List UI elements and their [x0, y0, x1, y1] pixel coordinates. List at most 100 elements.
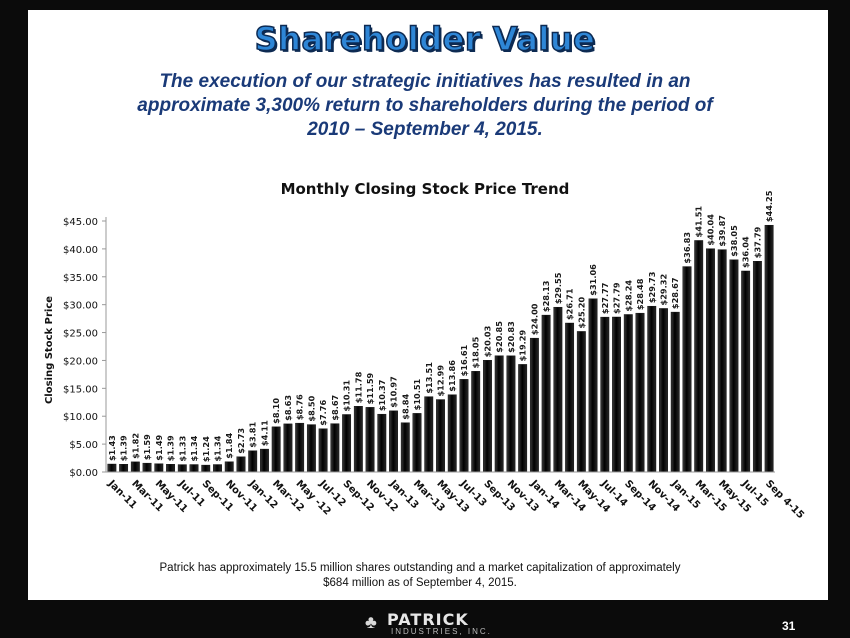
- y-tick-label: $45.00: [63, 217, 98, 228]
- data-label: $20.03: [482, 325, 492, 357]
- bar: [107, 463, 117, 473]
- data-label: $13.86: [447, 360, 457, 392]
- bar: [706, 248, 715, 473]
- footnote: Patrick has approximately 15.5 million s…: [130, 561, 710, 591]
- y-tick-label: $25.00: [63, 329, 98, 340]
- data-label: $29.55: [553, 272, 563, 304]
- data-label: $27.79: [612, 282, 622, 314]
- bar: [741, 270, 751, 473]
- data-label: $18.05: [471, 336, 481, 368]
- data-label: $27.77: [600, 282, 610, 314]
- data-label: $8.50: [306, 395, 316, 421]
- stock-price-chart: $0.00 $5.00 $10.00 $15.00 $20.00 $25.00 $30.00…: [44, 190, 806, 521]
- data-label: $28.48: [635, 278, 645, 310]
- data-label: $1.39: [166, 435, 176, 461]
- bar: [424, 396, 434, 473]
- subtitle-line-3: 2010 – September 4, 2015.: [307, 119, 543, 140]
- data-label: $28.24: [623, 280, 633, 312]
- bar: [412, 413, 422, 473]
- data-label: $16.61: [459, 344, 469, 376]
- y-tick-label: $5.00: [69, 440, 98, 451]
- bar: [213, 464, 222, 473]
- data-label: $8.63: [283, 395, 293, 421]
- bar: [130, 461, 140, 473]
- data-label: $44.25: [764, 190, 774, 222]
- y-tick-label: $15.00: [63, 384, 98, 395]
- bar: [377, 413, 387, 473]
- y-tick-label: $0.00: [69, 468, 98, 479]
- data-label: $10.37: [377, 379, 387, 411]
- data-label: $39.87: [717, 215, 727, 247]
- data-label: $7.76: [318, 400, 328, 426]
- bar: [459, 379, 469, 473]
- bar: [612, 316, 621, 473]
- y-tick-label: $35.00: [63, 273, 98, 284]
- y-axis: $0.00 $5.00 $10.00 $15.00 $20.00 $25.00 $30.00…: [63, 217, 107, 479]
- bar: [518, 364, 528, 473]
- data-label: $1.82: [130, 433, 140, 459]
- bar: [764, 224, 774, 473]
- y-tick-label: $30.00: [63, 301, 98, 312]
- data-label: $36.04: [741, 236, 751, 268]
- bar: [447, 394, 457, 473]
- bar: [623, 314, 633, 473]
- data-label: $8.10: [271, 398, 281, 424]
- bar: [588, 298, 598, 473]
- bar: [260, 448, 269, 473]
- data-label: $1.39: [119, 435, 129, 461]
- data-label: $40.04: [705, 214, 715, 246]
- data-label: $10.51: [412, 378, 422, 410]
- data-label: $10.97: [389, 376, 399, 408]
- bar: [353, 406, 363, 473]
- bar: [389, 410, 398, 473]
- bar: [541, 314, 551, 473]
- company-logo: ♣ PATRICK INDUSTRIES, INC.: [365, 610, 495, 636]
- bar: [752, 261, 762, 473]
- logo-tagline: INDUSTRIES, INC.: [391, 627, 492, 636]
- bar: [647, 305, 657, 473]
- bar: [682, 266, 692, 473]
- data-label: $37.79: [752, 226, 762, 258]
- data-label: $1.24: [201, 436, 211, 462]
- bar: [635, 312, 645, 473]
- data-label: $1.43: [107, 435, 117, 461]
- bar: [189, 464, 199, 473]
- bar: [318, 428, 328, 473]
- bar: [224, 461, 234, 473]
- chart-title: Monthly Closing Stock Price Trend: [280, 180, 570, 198]
- data-label: $19.29: [518, 330, 528, 362]
- bar: [729, 259, 739, 473]
- y-tick-label: $40.00: [63, 245, 98, 256]
- data-label: $36.83: [682, 232, 692, 264]
- data-label: $29.73: [647, 271, 657, 303]
- logo-name: PATRICK: [387, 610, 469, 629]
- bar: [717, 249, 727, 473]
- data-label: $24.00: [529, 303, 539, 335]
- bar: [365, 407, 375, 473]
- bar: [553, 306, 563, 473]
- data-label: $1.84: [224, 433, 234, 459]
- data-label: $1.34: [213, 435, 223, 461]
- data-label: $20.85: [494, 321, 504, 353]
- subtitle-line-1: The execution of our strategic initiativ…: [159, 71, 691, 92]
- bar: [494, 355, 504, 473]
- bar: [154, 463, 164, 473]
- bar: [166, 464, 175, 473]
- data-label: $1.49: [154, 434, 164, 460]
- bar: [295, 422, 305, 473]
- bar: [119, 464, 129, 473]
- data-label: $41.51: [694, 206, 704, 238]
- bar: [306, 424, 316, 473]
- bar: [436, 399, 445, 473]
- bar: [248, 450, 258, 473]
- data-label: $8.76: [295, 394, 305, 420]
- data-label: $26.71: [565, 288, 575, 320]
- bar: [330, 423, 340, 473]
- bar: [342, 414, 352, 473]
- x-axis: Jan-11Mar-11May-11Jul-11Sep-11Nov-11Jan-…: [105, 471, 806, 521]
- y-axis-label: Closing Stock Price: [44, 296, 55, 404]
- bar: [483, 360, 492, 473]
- bar: [142, 462, 152, 473]
- clover-icon: ♣: [365, 612, 377, 632]
- bar: [271, 426, 281, 473]
